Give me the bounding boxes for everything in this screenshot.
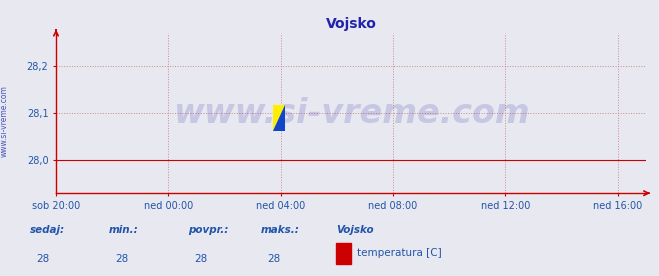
Polygon shape — [273, 105, 285, 131]
Text: 28: 28 — [267, 254, 280, 264]
Text: 28: 28 — [36, 254, 49, 264]
Polygon shape — [273, 105, 285, 131]
Text: povpr.:: povpr.: — [188, 225, 228, 235]
Text: www.si-vreme.com: www.si-vreme.com — [173, 97, 529, 130]
Text: min.:: min.: — [109, 225, 138, 235]
Text: 28: 28 — [115, 254, 129, 264]
Text: www.si-vreme.com: www.si-vreme.com — [0, 86, 9, 157]
Text: maks.:: maks.: — [260, 225, 299, 235]
Text: Vojsko: Vojsko — [336, 225, 374, 235]
Text: temperatura [C]: temperatura [C] — [357, 248, 442, 258]
Text: sedaj:: sedaj: — [30, 225, 65, 235]
Text: 28: 28 — [194, 254, 208, 264]
Title: Vojsko: Vojsko — [326, 17, 376, 31]
